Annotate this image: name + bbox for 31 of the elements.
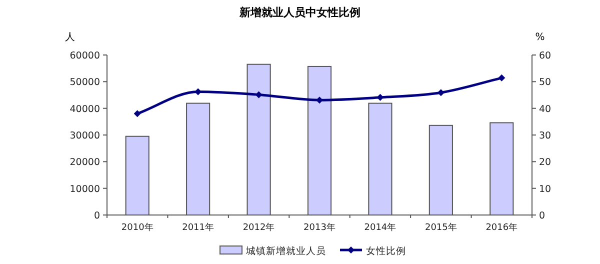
y-tick-label: 30000 xyxy=(70,130,100,142)
y2-tick-label: 30 xyxy=(539,130,552,142)
legend-label: 女性比例 xyxy=(366,245,406,257)
y2-tick-label: 50 xyxy=(539,77,552,88)
y2-tick-label: 0 xyxy=(539,210,546,222)
y-tick-label: 10000 xyxy=(70,184,100,195)
chart-title: 新增就业人员中女性比例 xyxy=(238,6,360,19)
y2-axis-title: % xyxy=(535,32,545,43)
point xyxy=(437,89,444,96)
y-axis-title: 人 xyxy=(65,32,75,43)
point xyxy=(316,96,323,104)
y-tick-label: 50000 xyxy=(70,77,100,88)
y-tick-label: 60000 xyxy=(70,50,100,62)
y2-tick-label: 40 xyxy=(539,104,552,115)
x-tick-label: 2011年 xyxy=(182,222,214,233)
y-tick-label: 20000 xyxy=(70,157,100,168)
y-tick-label: 40000 xyxy=(70,104,100,115)
y2-tick-label: 20 xyxy=(539,157,552,168)
y-tick-label: 0 xyxy=(94,210,100,222)
x-tick-label: 2013年 xyxy=(304,222,336,233)
x-tick-label: 2010年 xyxy=(121,222,154,233)
point xyxy=(134,110,141,118)
point xyxy=(498,74,506,82)
y2-tick-label: 60 xyxy=(539,50,552,62)
x-tick-label: 2015年 xyxy=(424,222,457,233)
legend-label: 城镇新增就业人员 xyxy=(245,245,326,257)
x-tick-label: 2014年 xyxy=(364,222,396,233)
x-tick-label: 2016年 xyxy=(486,222,518,233)
x-tick-label: 2012年 xyxy=(242,222,275,233)
y2-tick-label: 10 xyxy=(539,184,552,195)
point xyxy=(255,91,262,98)
